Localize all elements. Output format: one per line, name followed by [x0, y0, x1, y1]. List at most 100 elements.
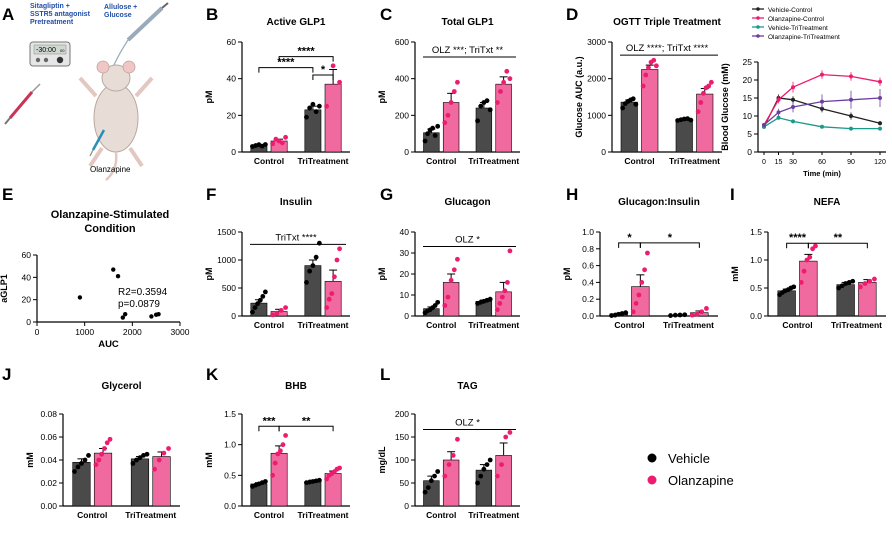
y-tick-label-J-2: 0.04	[40, 455, 57, 465]
category-label-L-1: TriTreatment	[468, 510, 519, 520]
chart-title-I: NEFA	[814, 197, 841, 208]
x-tick-label-E-2: 2000	[123, 327, 142, 337]
point-F-1-0-3	[283, 305, 288, 310]
point-D-1-0-0	[640, 83, 646, 89]
point-H-1-1-2	[699, 309, 705, 315]
y-tick-label-I-0: 0.0	[750, 311, 762, 321]
x-tick-label-D2-3: 60	[818, 159, 826, 166]
category-label-G-0: Control	[426, 320, 456, 330]
y-axis-label-F: pM	[204, 268, 214, 281]
y-tick-label-G-3: 30	[400, 248, 410, 258]
point-D-1-0-1	[643, 72, 649, 78]
chart-title-H: Glucagon:Insulin	[618, 197, 700, 208]
bracket-B-1	[278, 56, 334, 62]
y-tick-label-J-1: 0.02	[40, 478, 57, 488]
annotation-text-D: OLZ ****; TriTxt ****	[626, 43, 709, 54]
y-axis-label-K: mM	[204, 452, 214, 468]
point-G-1-1-1	[497, 301, 503, 306]
point-F-0-0-3	[257, 297, 263, 303]
point-D-0-0-5	[633, 101, 639, 107]
y-tick-label-I-1: 0.5	[750, 283, 762, 293]
point-J-0-1-0	[130, 461, 136, 466]
y-tick-label-E-1: 20	[22, 295, 32, 305]
point-F-1-1-2	[329, 291, 335, 296]
chart-title-F: Insulin	[280, 197, 312, 208]
legend-label-D2-3: Olanzapine-TriTreatment	[768, 34, 840, 41]
point-I-1-0-3	[807, 254, 813, 260]
point-G-1-0-1	[445, 294, 451, 300]
syringe-icon	[4, 83, 41, 125]
category-label-C-0: Control	[426, 156, 456, 166]
category-label-F-0: Control	[254, 320, 284, 330]
y-tick-label-G-4: 40	[400, 227, 410, 237]
y-tick-label-I-3: 1.5	[750, 227, 762, 237]
point-C-0-1-0	[475, 118, 480, 124]
category-label-K-0: Control	[254, 510, 284, 520]
bar-L-olanzapine-1	[495, 455, 512, 507]
point-J-0-1-1	[134, 457, 139, 463]
chart-total-glp1: 0 200 400 600 pM Total GLP1 Control TriTreatmen…	[377, 17, 520, 166]
point-C-1-0-3	[451, 89, 457, 94]
legend-marker-D2-0	[756, 7, 760, 11]
y-tick-label-F-0: 0	[231, 311, 236, 321]
bracket-label-K-0: ***	[263, 415, 277, 427]
panel-letter-i: I	[730, 185, 735, 204]
point-L-0-1-2	[481, 466, 487, 472]
point-I-1-1-2	[867, 278, 873, 284]
category-label-B-1: TriTreatment	[297, 156, 348, 166]
legend-label-D2-1: Olanzapine-Control	[768, 16, 825, 23]
bracket-label-I-1: **	[834, 232, 843, 244]
bar-C-olanzapine-1	[495, 83, 512, 153]
x-tick-label-D2-5: 120	[874, 159, 886, 166]
point-F-1-1-1	[326, 296, 332, 302]
category-label-I-1: TriTreatment	[831, 320, 882, 330]
bracket-label-K-1: **	[302, 415, 311, 427]
y-axis-label-L: mg/dL	[377, 446, 387, 473]
timer-text: -30:00	[36, 47, 56, 54]
stat-label-E-1: p=0.0879	[118, 299, 160, 310]
point-B-0-1-1	[307, 105, 313, 111]
point-C-1-0-0	[442, 120, 448, 126]
x-tick-label-E-1: 1000	[75, 327, 94, 337]
bracket-label-I-0: ****	[789, 232, 807, 244]
y-tick-label-B-2: 40	[227, 74, 237, 84]
point-D-0-1-4	[688, 117, 694, 123]
y-tick-label-D-2: 2000	[587, 74, 606, 84]
y-tick-label-L-2: 100	[395, 455, 409, 465]
y-axis-label-I: mM	[730, 266, 740, 282]
annotation-text-C: OLZ ***; TriTxt **	[432, 45, 504, 56]
y-tick-label-B-1: 20	[227, 110, 237, 120]
bar-D-olanzapine-0	[641, 69, 659, 153]
stat-label-E-0: R2=0.3594	[118, 287, 168, 298]
bar-J-olanzapine-1	[152, 456, 171, 507]
point-J-1-1-1	[156, 457, 162, 463]
bar-D-vehicle-1	[675, 119, 693, 153]
point-L-0-1-1	[478, 473, 484, 479]
point-L-1-0-1	[446, 462, 452, 467]
point-G-1-1-2	[499, 294, 505, 300]
point-F-0-1-0	[304, 280, 309, 285]
series-point-D2-1-1	[776, 97, 781, 102]
point-J-0-0-4	[86, 453, 91, 458]
series-point-D2-2-5	[878, 126, 882, 131]
point-C-0-0-0	[422, 138, 428, 144]
y-tick-label-D2-4: 20	[743, 75, 753, 85]
point-F-0-1-2	[310, 263, 316, 268]
y-tick-label-L-3: 150	[395, 432, 409, 442]
point-F-1-1-3	[331, 274, 337, 280]
point-C-1-0-2	[448, 100, 454, 105]
point-I-1-0-0	[798, 280, 804, 285]
y-tick-label-D2-3: 15	[743, 93, 753, 103]
series-point-D2-2-3	[820, 124, 824, 129]
bracket-label-B-1: ****	[298, 46, 316, 58]
y-tick-label-D2-5: 25	[743, 57, 753, 67]
y-tick-label-K-1: 0.5	[224, 470, 236, 480]
y-tick-label-D2-2: 10	[743, 111, 753, 121]
point-L-0-1-0	[475, 480, 480, 486]
panel-letter-j: J	[2, 365, 11, 384]
point-F-1-1-4	[334, 257, 340, 263]
schematic-panel: A Sitagliptin + SSTR5 antagonist Pretreatm…	[2, 2, 169, 181]
point-G-1-0-3	[451, 267, 457, 273]
